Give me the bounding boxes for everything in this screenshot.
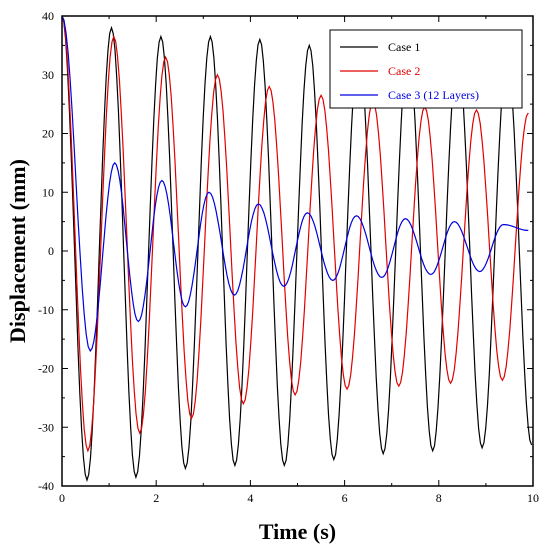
y-tick-label: 30 — [42, 68, 54, 82]
x-tick-label: 8 — [436, 491, 442, 505]
legend-label-2: Case 2 — [388, 64, 420, 78]
x-tick-label: 6 — [342, 491, 348, 505]
series-line-3 — [62, 16, 529, 353]
y-tick-label: 0 — [48, 244, 54, 258]
legend: Case 1 Case 2 Case 3 (12 Layers) — [329, 29, 523, 109]
tick-layer: 0 2 4 6 8 10 -40 -30 -20 -10 0 10 20 30 40 — [38, 9, 539, 505]
legend-label-3: Case 3 (12 Layers) — [388, 88, 479, 102]
x-axis-title: Time (s) — [259, 519, 336, 544]
y-tick-label: 40 — [42, 9, 54, 23]
series-line-2 — [62, 16, 529, 453]
y-axis-title: Displacement (mm) — [5, 159, 30, 343]
y-tick-label: 10 — [42, 185, 54, 199]
x-tick-label: 2 — [153, 491, 159, 505]
x-tick-label: 10 — [527, 491, 539, 505]
x-tick-label: 0 — [59, 491, 65, 505]
y-tick-label: -40 — [38, 479, 54, 493]
legend-label-1: Case 1 — [388, 40, 420, 54]
y-tick-label: 20 — [42, 127, 54, 141]
y-tick-label: -10 — [38, 303, 54, 317]
y-tick-label: -20 — [38, 362, 54, 376]
x-tick-label: 4 — [247, 491, 253, 505]
y-tick-label: -30 — [38, 420, 54, 434]
